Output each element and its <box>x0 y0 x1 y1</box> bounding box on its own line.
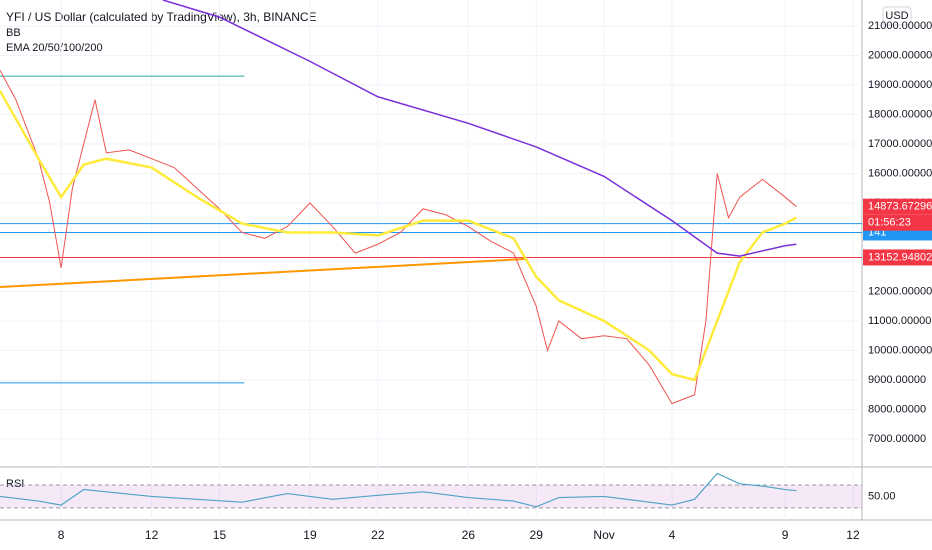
currency[interactable]: USD <box>885 10 908 22</box>
trendline <box>0 258 525 289</box>
x-tick-label: 26 <box>462 528 476 542</box>
x-tick-label: Nov <box>593 528 614 542</box>
rsi-title: RSI <box>6 478 24 490</box>
x-tick-label: 22 <box>371 528 385 542</box>
x-tick-label: 15 <box>213 528 227 542</box>
y-tick-label: 19000.00000 <box>868 79 932 91</box>
price-label: 14873.67296 <box>868 201 932 213</box>
indicator: BB <box>6 27 21 39</box>
x-tick-label: 19 <box>303 528 317 542</box>
y-tick-label: 10000.00000 <box>868 344 932 356</box>
y-tick-label: 16000.00000 <box>868 167 932 179</box>
x-tick-label: 12 <box>846 528 860 542</box>
y-tick-label: 18000.00000 <box>868 108 932 120</box>
y-tick-label: 7000.00000 <box>868 433 926 445</box>
y-tick-label: 20000.00000 <box>868 49 932 61</box>
series-line <box>162 0 797 257</box>
price-label-box <box>863 198 932 215</box>
x-tick-label: 29 <box>530 528 544 542</box>
y-tick-label: 17000.00000 <box>868 138 932 150</box>
price-label-box <box>863 249 932 266</box>
x-tick-label: 12 <box>145 528 159 542</box>
series-line <box>0 69 797 405</box>
rsi-tick-label: 50.00 <box>868 490 896 502</box>
y-tick-label: 9000.00000 <box>868 374 926 386</box>
y-tick-label: 12000.00000 <box>868 285 932 297</box>
x-tick-label: 4 <box>669 528 676 542</box>
indicator: EMA 20/50/100/200 <box>6 42 103 54</box>
series-line <box>0 90 797 382</box>
x-tick-label: 8 <box>58 528 65 542</box>
y-tick-label: 21000.00000 <box>868 20 932 32</box>
currency-button[interactable] <box>882 6 912 26</box>
countdown-box <box>863 214 932 231</box>
countdown: 01:56:23 <box>868 217 911 229</box>
rsi-line <box>0 472 797 508</box>
rsi-band <box>0 484 862 508</box>
chart-title: YFI / US Dollar (calculated by TradingVi… <box>6 10 317 24</box>
y-tick-label: 11000.00000 <box>868 315 931 327</box>
y-tick-label: 8000.00000 <box>868 403 926 415</box>
price-label: 13152.94802 <box>868 251 932 263</box>
x-tick-label: 9 <box>782 528 789 542</box>
